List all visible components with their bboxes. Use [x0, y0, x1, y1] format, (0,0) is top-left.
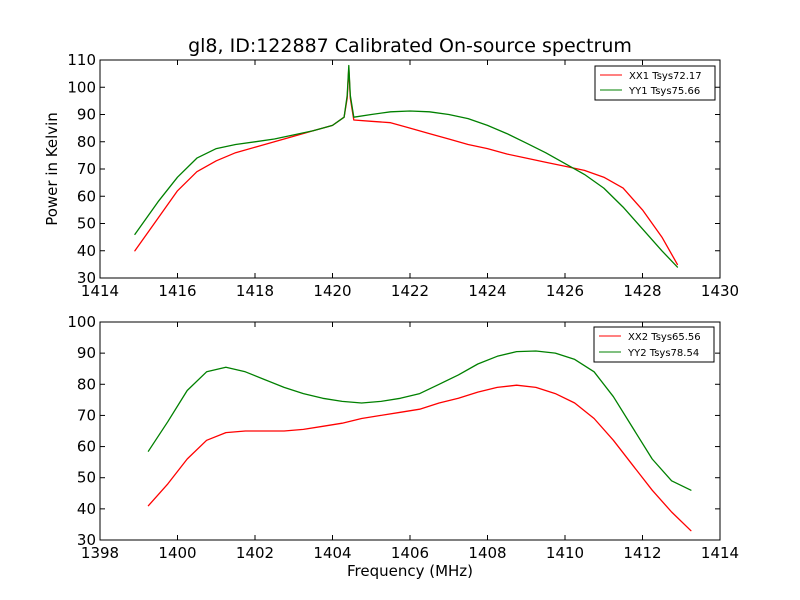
bottom-y-tick-label: 50 — [77, 469, 96, 487]
top-x-tick-label: 1422 — [391, 282, 429, 300]
top-x-tick-label: 1424 — [468, 282, 506, 300]
top-legend-box — [594, 65, 716, 101]
bottom-x-tick-label: 1400 — [158, 544, 196, 562]
top-y-tick-label: 50 — [77, 215, 96, 233]
legend-label-yy1: YY1 Tsys75.66 — [628, 86, 700, 97]
x-axis-label: Frequency (MHz) — [347, 562, 473, 580]
top-x-tick-label: 1414 — [81, 282, 119, 300]
series-line-xx1 — [134, 67, 679, 266]
top-legend: XX1 Tsys72.17 YY1 Tsys75.66 — [594, 65, 716, 101]
chart-title: gl8, ID:122887 Calibrated On-source spec… — [188, 35, 632, 57]
top-x-tick-label: 1428 — [623, 282, 661, 300]
top-series-layer — [134, 64, 679, 268]
bottom-x-tick-label: 1408 — [468, 544, 506, 562]
bottom-series-layer — [147, 350, 692, 532]
bottom-x-tick-label: 1402 — [236, 544, 274, 562]
top-y-tick-label: 70 — [77, 160, 96, 178]
series-line-yy1 — [134, 64, 679, 268]
bottom-y-tick-label: 30 — [77, 531, 96, 549]
bottom-x-tick-label: 1410 — [546, 544, 584, 562]
top-spectrum-panel: 1414 1416 1418 1420 1422 1424 1426 1428 1430 30 40… — [43, 51, 739, 300]
top-x-tick-label: 1416 — [158, 282, 196, 300]
top-y-tick-label: 100 — [67, 78, 96, 96]
legend-label-yy2: YY2 Tsys78.54 — [627, 348, 699, 359]
top-y-tick-label: 110 — [67, 51, 96, 69]
bottom-x-tick-label: 1414 — [701, 544, 739, 562]
top-y-tick-label: 60 — [77, 187, 96, 205]
top-y-tick-label: 30 — [77, 269, 96, 287]
y-axis-label: Power in Kelvin — [43, 112, 61, 226]
top-x-tick-label: 1426 — [546, 282, 584, 300]
bottom-y-tick-label: 90 — [77, 344, 96, 362]
bottom-y-tick-label: 40 — [77, 500, 96, 518]
top-y-tick-label: 90 — [77, 106, 96, 124]
top-axis-ticks: 1414 1416 1418 1420 1422 1424 1426 1428 1430 30 40… — [67, 51, 739, 300]
top-x-tick-label: 1420 — [313, 282, 351, 300]
bottom-y-tick-label: 70 — [77, 406, 96, 424]
bottom-x-tick-label: 1398 — [81, 544, 119, 562]
bottom-x-tick-label: 1412 — [623, 544, 661, 562]
legend-label-xx2: XX2 Tsys65.56 — [628, 332, 701, 343]
bottom-y-tick-label: 80 — [77, 375, 96, 393]
bottom-y-tick-label: 100 — [67, 313, 96, 331]
bottom-legend-box — [593, 326, 715, 363]
top-x-tick-label: 1418 — [236, 282, 274, 300]
top-y-tick-label: 40 — [77, 242, 96, 260]
bottom-legend: XX2 Tsys65.56 YY2 Tsys78.54 — [593, 326, 715, 363]
bottom-spectrum-panel: 1398 1400 1402 1404 1406 1408 1410 1412 1414 30 40… — [67, 313, 739, 580]
series-line-yy2 — [147, 350, 692, 491]
bottom-x-tick-label: 1406 — [391, 544, 429, 562]
bottom-y-tick-label: 60 — [77, 438, 96, 456]
legend-label-xx1: XX1 Tsys72.17 — [629, 71, 702, 82]
top-x-tick-label: 1430 — [701, 282, 739, 300]
bottom-axis-ticks: 1398 1400 1402 1404 1406 1408 1410 1412 1414 30 40… — [67, 313, 739, 562]
series-line-xx2 — [147, 384, 692, 532]
top-y-tick-label: 80 — [77, 133, 96, 151]
bottom-x-tick-label: 1404 — [313, 544, 351, 562]
